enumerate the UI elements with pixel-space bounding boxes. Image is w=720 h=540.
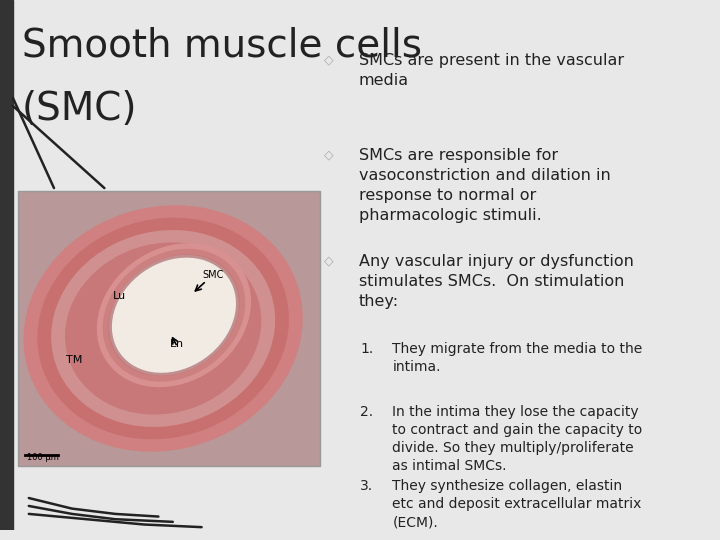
Text: ◇: ◇ <box>324 53 333 66</box>
Ellipse shape <box>111 256 238 374</box>
Text: Any vascular injury or dysfunction
stimulates SMCs.  On stimulation
they:: Any vascular injury or dysfunction stimu… <box>359 254 634 309</box>
Text: 1.: 1. <box>360 342 373 356</box>
Text: Smooth muscle cells: Smooth muscle cells <box>22 26 422 64</box>
Text: ◇: ◇ <box>324 254 333 267</box>
Text: SMC: SMC <box>203 270 224 280</box>
Text: 100 µm: 100 µm <box>27 453 58 462</box>
Ellipse shape <box>25 208 302 448</box>
Text: In the intima they lose the capacity
to contract and gain the capacity to
divide: In the intima they lose the capacity to … <box>392 406 643 473</box>
Text: 2.: 2. <box>360 406 373 419</box>
Text: They migrate from the media to the
intima.: They migrate from the media to the intim… <box>392 342 643 374</box>
Text: TM: TM <box>66 355 82 365</box>
Text: SMCs are present in the vascular
media: SMCs are present in the vascular media <box>359 53 624 88</box>
Bar <box>18 191 320 466</box>
Text: (SMC): (SMC) <box>22 90 137 128</box>
Text: ◇: ◇ <box>324 148 333 161</box>
Text: Lu: Lu <box>113 292 126 301</box>
Bar <box>0 0 13 530</box>
Text: En: En <box>171 339 184 349</box>
Text: 3.: 3. <box>360 480 373 494</box>
Text: They synthesize collagen, elastin
etc and deposit extracellular matrix
(ECM).: They synthesize collagen, elastin etc an… <box>392 480 642 529</box>
Text: SMCs are responsible for
vasoconstriction and dilation in
response to normal or
: SMCs are responsible for vasoconstrictio… <box>359 148 611 222</box>
